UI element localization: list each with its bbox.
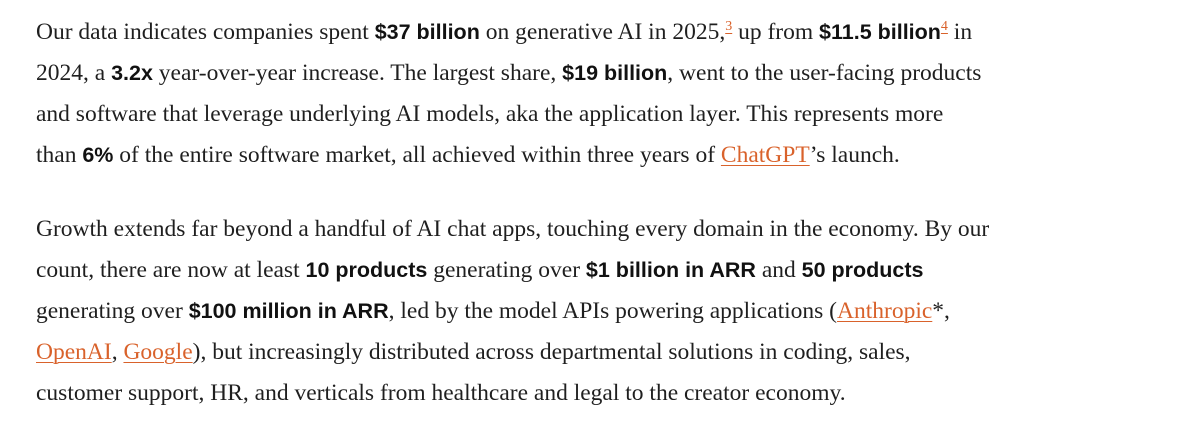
text: in [947, 19, 973, 45]
text: of the entire software market, all achie… [113, 142, 721, 168]
link[interactable]: OpenAI [36, 339, 112, 365]
line: count, there are now at least 10 product… [36, 250, 1186, 291]
paragraph: Our data indicates companies spent $37 b… [36, 12, 1186, 176]
line: 2024, a 3.2x year-over-year increase. Th… [36, 53, 1186, 94]
bold-text: $1 billion in ARR [585, 258, 756, 282]
paragraph: Growth extends far beyond a handful of A… [36, 209, 1186, 414]
text: 2024, a [36, 60, 112, 86]
footnote-link[interactable]: 3 [725, 19, 733, 35]
text: customer support, HR, and verticals from… [36, 380, 846, 406]
link[interactable]: Anthropic [837, 298, 933, 324]
text: Growth extends far beyond a handful of A… [36, 216, 990, 242]
bold-text: $11.5 billion [819, 20, 941, 44]
text: ), but increasingly distributed across d… [192, 339, 911, 365]
text: than [36, 142, 83, 168]
line: and software that leverage underlying AI… [36, 94, 1186, 135]
text: Our data indicates companies spent [36, 19, 375, 45]
text: and software that leverage underlying AI… [36, 101, 944, 127]
text: year-over-year increase. The largest sha… [152, 60, 563, 86]
bold-text: 3.2x [111, 61, 153, 85]
text: count, there are now at least [36, 257, 306, 283]
bold-text: 50 products [801, 258, 924, 282]
line: OpenAI, Google), but increasingly distri… [36, 332, 1186, 373]
text: up from [732, 19, 820, 45]
line: than 6% of the entire software market, a… [36, 135, 1186, 176]
text: on generative AI in 2025, [479, 19, 726, 45]
text: generating over [427, 257, 586, 283]
bold-text: $100 million in ARR [188, 299, 389, 323]
link[interactable]: Google [123, 339, 193, 365]
bold-text: $19 billion [562, 61, 668, 85]
line: Our data indicates companies spent $37 b… [36, 12, 1186, 53]
line: Growth extends far beyond a handful of A… [36, 209, 1186, 250]
bold-text: $37 billion [374, 20, 480, 44]
line: generating over $100 million in ARR, led… [36, 291, 1186, 332]
bold-text: 6% [82, 143, 114, 167]
text: ’s launch. [809, 142, 900, 168]
text: , went to the user-facing products [667, 60, 982, 86]
text: , [111, 339, 124, 365]
line: customer support, HR, and verticals from… [36, 373, 1186, 414]
text: and [755, 257, 802, 283]
bold-text: 10 products [305, 258, 428, 282]
text: , led by the model APIs powering applica… [388, 298, 837, 324]
text: *, [932, 298, 950, 324]
link[interactable]: ChatGPT [720, 142, 810, 168]
footnote-link[interactable]: 4 [940, 19, 948, 35]
article: Our data indicates companies spent $37 b… [36, 12, 1186, 447]
text: generating over [36, 298, 189, 324]
